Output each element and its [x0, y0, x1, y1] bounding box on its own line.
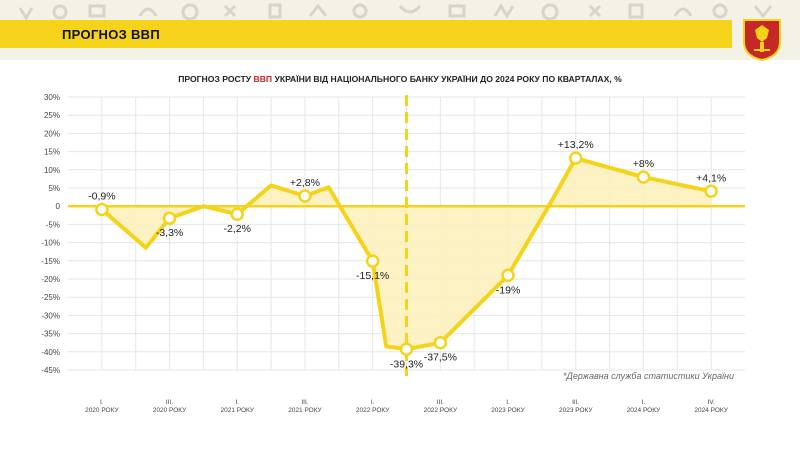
data-point-marker	[569, 151, 583, 165]
x-tick-quarter: III.	[437, 399, 444, 406]
data-point-marker	[298, 189, 312, 203]
y-axis-ticks: 30% 25% 20% 15% 10% 5% 0 -5% -10% -15% -20% -25% -30…	[41, 93, 60, 375]
y-tick-label: -40%	[41, 348, 60, 357]
data-label: +8%	[633, 158, 654, 170]
y-tick-label: -5%	[46, 220, 60, 229]
y-tick-label: 0	[56, 202, 61, 211]
y-tick-label: 25%	[44, 111, 60, 120]
chart-title-part: УКРАЇНИ ВІД НАЦІОНАЛЬНОГО БАНКУ УКРАЇНИ …	[272, 74, 622, 84]
x-tick-year: 2020 РОКУ	[85, 407, 119, 414]
x-tick-quarter: I.	[642, 399, 646, 406]
data-points	[95, 151, 718, 357]
data-label: +13,2%	[558, 139, 594, 151]
y-tick-label: 20%	[44, 129, 60, 138]
y-tick-label: 5%	[48, 184, 60, 193]
x-tick-quarter: III.	[572, 399, 579, 406]
data-label: -0,9%	[88, 190, 115, 202]
x-tick-year: 2024 РОКУ	[694, 407, 728, 414]
y-tick-label: 10%	[44, 166, 60, 175]
y-tick-label: 15%	[44, 148, 60, 157]
y-tick-label: -15%	[41, 257, 60, 266]
page-title: ПРОГНОЗ ВВП	[62, 27, 161, 42]
data-point-marker	[365, 254, 380, 268]
data-point-marker	[230, 207, 244, 221]
x-tick-year: 2022 РОКУ	[424, 407, 458, 414]
source-note: *Державна служба статистики України	[563, 371, 734, 381]
data-labels: -0,9% -3,3% -2,2% +2,8% -15,1% -39,3%-37,5% -1…	[88, 139, 726, 370]
x-tick-year: 2021 РОКУ	[220, 407, 254, 414]
data-point-marker	[162, 211, 177, 225]
y-tick-label: -10%	[41, 239, 60, 248]
x-tick-quarter: I.	[506, 399, 510, 406]
header-bar	[0, 20, 732, 48]
y-tick-label: -35%	[41, 330, 60, 339]
data-label: -19%	[496, 284, 521, 296]
data-point-marker	[433, 335, 448, 350]
x-tick-quarter: III.	[166, 399, 173, 406]
y-tick-label: -25%	[41, 293, 60, 302]
data-label: -2,2%	[224, 223, 251, 235]
data-label: +2,8%	[290, 177, 320, 189]
chart-title-highlight: ВВП	[254, 74, 273, 84]
y-tick-label: -30%	[41, 311, 60, 320]
y-tick-label: 30%	[44, 93, 60, 102]
data-point-marker	[636, 170, 651, 184]
x-tick-year: 2020 РОКУ	[153, 407, 187, 414]
data-label: -37,5%	[424, 352, 457, 364]
y-tick-label: -45%	[41, 366, 60, 375]
x-tick-year: 2024 РОКУ	[627, 407, 661, 414]
y-tick-label: -20%	[41, 275, 60, 284]
x-tick-quarter: I.	[235, 399, 239, 406]
data-label: -15,1%	[356, 270, 389, 282]
data-point-marker	[399, 342, 414, 357]
data-point-marker	[704, 184, 718, 199]
chart-title-part: ПРОГНОЗ РОСТУ	[178, 74, 253, 84]
data-point-marker	[501, 268, 515, 283]
x-tick-year: 2023 РОКУ	[559, 407, 593, 414]
city-emblem-icon	[743, 19, 781, 62]
chart-title: ПРОГНОЗ РОСТУ ВВП УКРАЇНИ ВІД НАЦІОНАЛЬН…	[178, 74, 622, 84]
x-tick-year: 2021 РОКУ	[288, 407, 322, 414]
x-tick-year: 2022 РОКУ	[356, 407, 390, 414]
x-tick-quarter: I.	[100, 399, 104, 406]
data-label: -39,3%	[390, 358, 423, 370]
x-tick-quarter: I.	[371, 399, 375, 406]
x-tick-quarter: IV.	[707, 399, 715, 406]
data-label: -3,3%	[156, 227, 183, 239]
data-label: +4,1%	[696, 172, 726, 184]
x-tick-quarter: III.	[301, 399, 308, 406]
ornament-pattern	[18, 3, 773, 21]
gdp-forecast-chart: ПРОГНОЗ РОСТУ ВВП УКРАЇНИ ВІД НАЦІОНАЛЬН…	[41, 74, 745, 414]
x-tick-year: 2023 РОКУ	[491, 407, 525, 414]
data-point-marker	[95, 202, 109, 217]
